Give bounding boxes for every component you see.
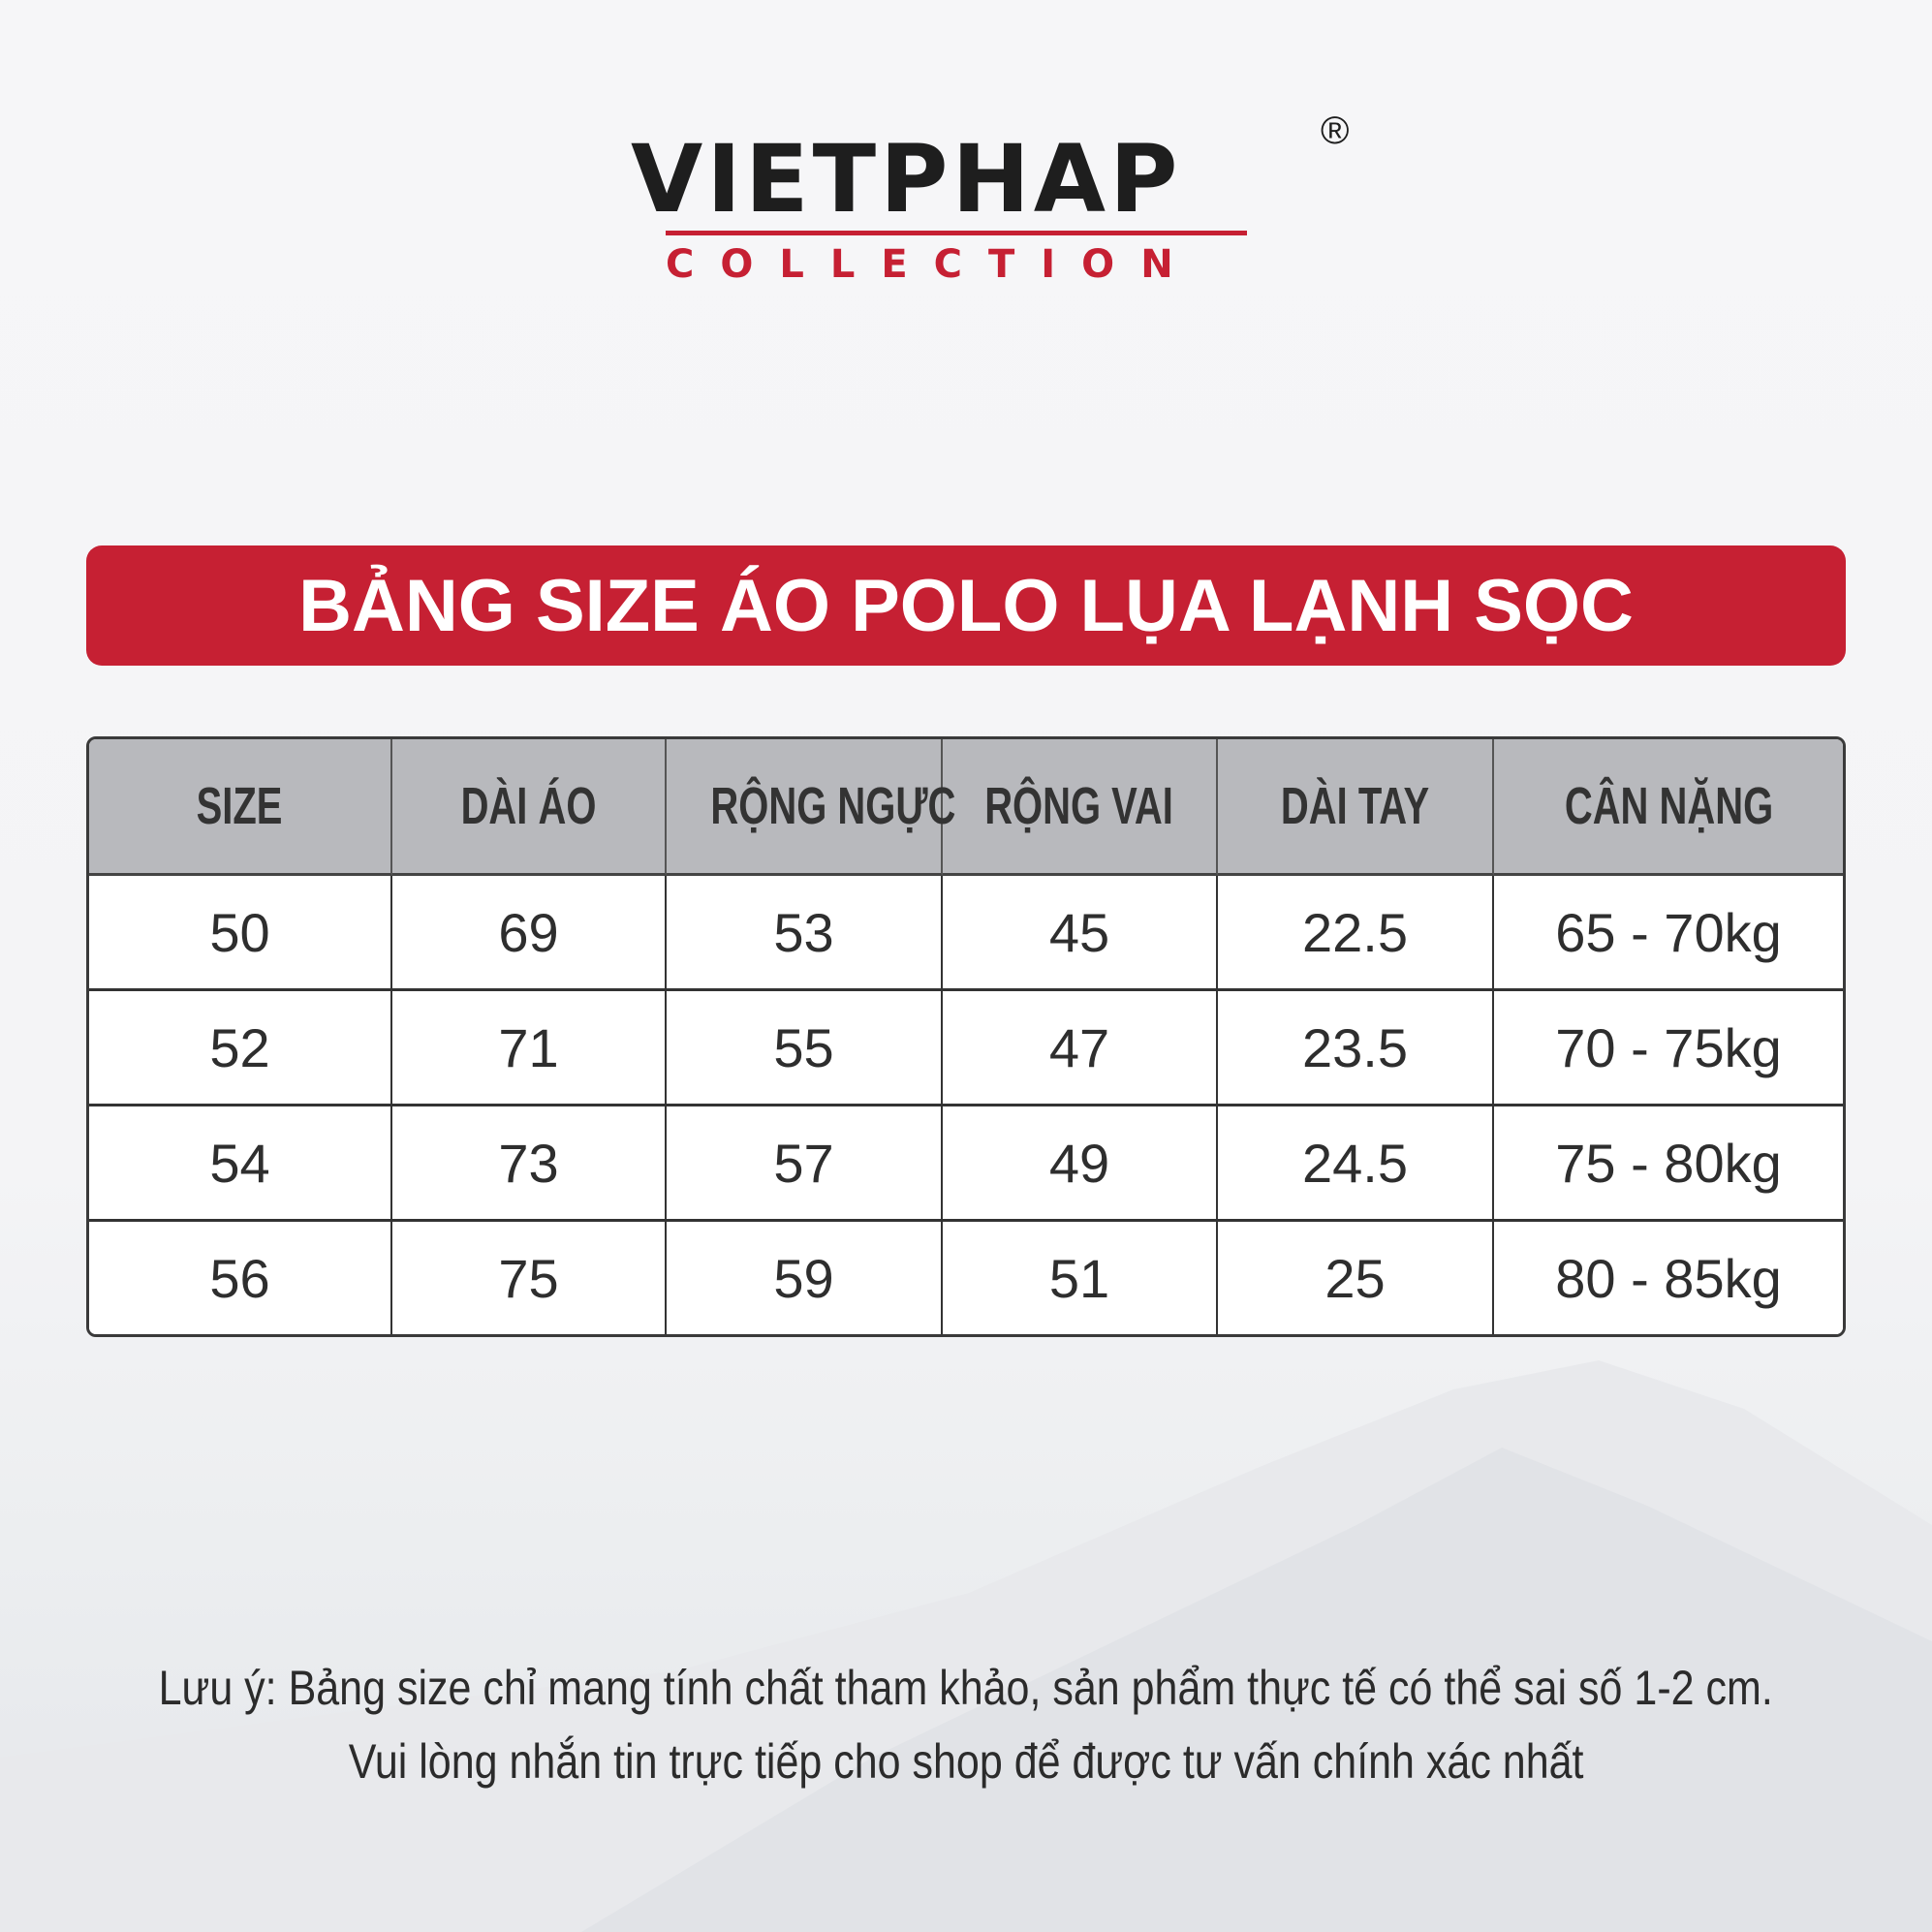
mountain-background [0, 1360, 1932, 1932]
size-table: SIZE DÀI ÁO RỘNG NGỰC RỘNG VAI DÀI TAY CÂN NẶ… [86, 736, 1846, 1337]
table-cell: 50 [89, 876, 392, 991]
column-header-label: RỘNG NGỰC [710, 777, 956, 835]
table-cell: 80 - 85kg [1494, 1222, 1843, 1334]
table-row: 54 73 57 49 24.5 75 - 80kg [89, 1106, 1843, 1222]
page-title: BẢNG SIZE ÁO POLO LỤA LẠNH SỌC [86, 545, 1846, 666]
note-text: Lưu ý: Bảng size chỉ mang tính chất tham… [158, 1661, 1774, 1715]
column-header: DÀI TAY [1218, 739, 1494, 876]
table-cell: 51 [943, 1222, 1218, 1334]
table-cell: 53 [667, 876, 943, 991]
column-header: RỘNG NGỰC [667, 739, 955, 876]
table-row: 52 71 55 47 23.5 70 - 75kg [89, 991, 1843, 1106]
table-cell: 65 - 70kg [1494, 876, 1843, 991]
column-header-label: CÂN NẶNG [1564, 777, 1773, 835]
table-cell: 54 [89, 1106, 392, 1222]
logo-divider [666, 231, 1247, 235]
table-cell: 71 [392, 991, 667, 1106]
registered-mark: ® [1321, 109, 1350, 152]
table-cell: 49 [943, 1106, 1218, 1222]
brand-logo: VIETPHAP ® COLLECTION [631, 111, 1387, 296]
column-header: SIZE [89, 739, 392, 876]
table-cell: 56 [89, 1222, 392, 1334]
column-header: CÂN NẶNG [1494, 739, 1843, 876]
column-header-label: SIZE [197, 777, 283, 835]
column-header-label: RỘNG VAI [984, 777, 1174, 835]
note-line-2: Vui lòng nhắn tin trực tiếp cho shop để … [0, 1730, 1932, 1792]
table-cell: 70 - 75kg [1494, 991, 1843, 1106]
table-cell: 73 [392, 1106, 667, 1222]
table-row: 50 69 53 45 22.5 65 - 70kg [89, 876, 1843, 991]
column-header: DÀI ÁO [392, 739, 667, 876]
table-cell: 59 [667, 1222, 943, 1334]
table-cell: 25 [1218, 1222, 1494, 1334]
table-cell: 23.5 [1218, 991, 1494, 1106]
table-cell: 47 [943, 991, 1218, 1106]
table-cell: 55 [667, 991, 943, 1106]
table-cell: 57 [667, 1106, 943, 1222]
note-line-1: Lưu ý: Bảng size chỉ mang tính chất tham… [0, 1657, 1932, 1719]
logo-subtitle: COLLECTION [666, 242, 1200, 287]
table-cell: 75 - 80kg [1494, 1106, 1843, 1222]
table-cell: 24.5 [1218, 1106, 1494, 1222]
column-header-label: DÀI TAY [1280, 777, 1430, 835]
table-cell: 75 [392, 1222, 667, 1334]
table-cell: 52 [89, 991, 392, 1106]
table-header-row: SIZE DÀI ÁO RỘNG NGỰC RỘNG VAI DÀI TAY CÂN NẶ… [89, 739, 1843, 876]
table-row: 56 75 59 51 25 80 - 85kg [89, 1222, 1843, 1334]
logo-wordmark: VIETPHAP [631, 125, 1182, 234]
column-header-label: DÀI ÁO [460, 777, 597, 835]
table-cell: 45 [943, 876, 1218, 991]
column-header: RỘNG VAI [943, 739, 1218, 876]
note-text: Vui lòng nhắn tin trực tiếp cho shop để … [348, 1734, 1584, 1789]
table-cell: 69 [392, 876, 667, 991]
table-cell: 22.5 [1218, 876, 1494, 991]
